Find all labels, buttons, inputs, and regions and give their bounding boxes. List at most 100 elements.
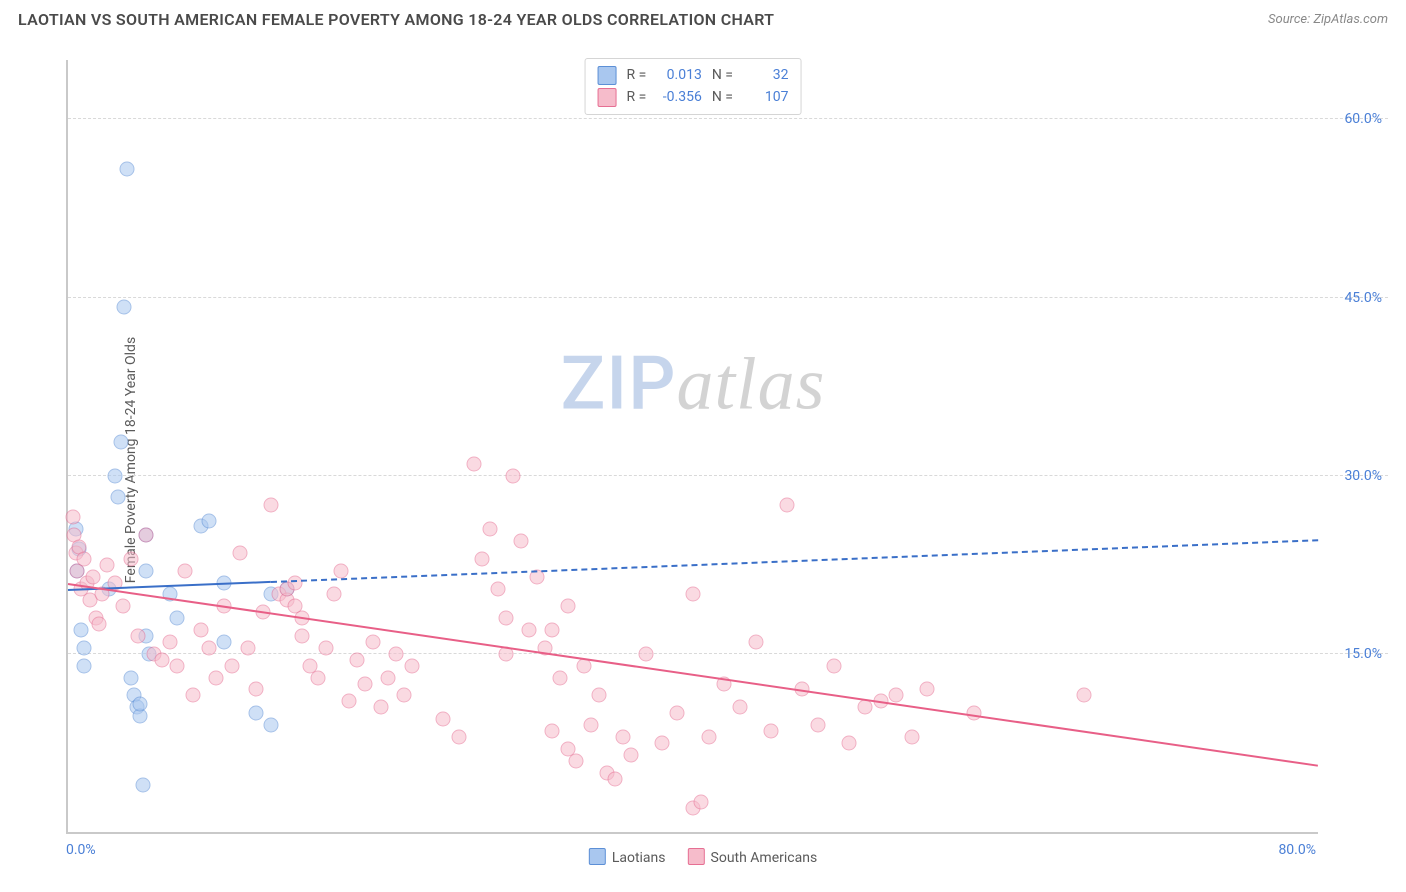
- source-link[interactable]: ZipAtlas.com: [1313, 12, 1388, 27]
- data-point: [561, 599, 576, 614]
- data-point: [318, 640, 333, 655]
- data-point: [592, 688, 607, 703]
- data-point: [117, 300, 132, 315]
- data-point: [545, 724, 560, 739]
- legend-swatch-laotians: [589, 848, 606, 865]
- n-value-laotians: 32: [736, 65, 788, 87]
- data-point: [100, 557, 115, 572]
- data-point: [732, 700, 747, 715]
- data-point: [779, 498, 794, 513]
- y-tick-label: 30.0%: [1344, 468, 1382, 484]
- data-point: [115, 599, 130, 614]
- data-point: [701, 730, 716, 745]
- data-point: [170, 611, 185, 626]
- watermark-zip: ZIP: [561, 341, 677, 428]
- grid-line: [68, 475, 1388, 476]
- data-point: [139, 528, 154, 543]
- r-value-south-americans: -0.356: [650, 87, 702, 109]
- data-point: [178, 563, 193, 578]
- n-value-south-americans: 107: [736, 87, 788, 109]
- data-point: [451, 730, 466, 745]
- bottom-legend: Laotians South Americans: [589, 848, 817, 866]
- data-point: [553, 670, 568, 685]
- data-point: [248, 682, 263, 697]
- data-point: [76, 658, 91, 673]
- data-point: [114, 435, 129, 450]
- data-point: [131, 629, 146, 644]
- data-point: [521, 623, 536, 638]
- data-point: [920, 682, 935, 697]
- data-point: [311, 670, 326, 685]
- data-point: [76, 551, 91, 566]
- stats-row-laotians: R = 0.013 N = 32: [598, 65, 789, 87]
- data-point: [404, 658, 419, 673]
- watermark: ZIPatlas: [561, 341, 826, 428]
- y-tick-label: 45.0%: [1344, 290, 1382, 306]
- data-point: [65, 510, 80, 525]
- data-point: [857, 700, 872, 715]
- data-point: [686, 587, 701, 602]
- data-point: [132, 696, 147, 711]
- data-point: [209, 670, 224, 685]
- stats-swatch-south-americans: [598, 88, 617, 107]
- y-tick-label: 15.0%: [1344, 646, 1382, 662]
- data-point: [217, 634, 232, 649]
- data-point: [225, 658, 240, 673]
- data-point: [201, 513, 216, 528]
- data-point: [107, 468, 122, 483]
- data-point: [811, 718, 826, 733]
- x-tick-label: 0.0%: [66, 842, 96, 858]
- data-point: [467, 456, 482, 471]
- data-point: [92, 617, 107, 632]
- data-point: [1076, 688, 1091, 703]
- data-point: [904, 730, 919, 745]
- data-point: [545, 623, 560, 638]
- trend-line-solid: [68, 583, 1318, 767]
- data-point: [693, 795, 708, 810]
- data-point: [162, 634, 177, 649]
- y-tick-label: 60.0%: [1344, 111, 1382, 127]
- legend-label-laotians: Laotians: [612, 850, 666, 866]
- data-point: [73, 623, 88, 638]
- stats-row-south-americans: R = -0.356 N = 107: [598, 87, 789, 109]
- correlation-stats-box: R = 0.013 N = 32 R = -0.356 N = 107: [585, 58, 802, 115]
- legend-item-south-americans: South Americans: [688, 848, 818, 866]
- data-point: [334, 563, 349, 578]
- data-point: [170, 658, 185, 673]
- data-point: [295, 629, 310, 644]
- data-point: [584, 718, 599, 733]
- data-point: [436, 712, 451, 727]
- data-point: [381, 670, 396, 685]
- legend-swatch-south-americans: [688, 848, 705, 865]
- data-point: [287, 575, 302, 590]
- x-tick-label: 80.0%: [1278, 842, 1316, 858]
- grid-line: [68, 118, 1388, 119]
- data-point: [123, 551, 138, 566]
- data-point: [396, 688, 411, 703]
- data-point: [889, 688, 904, 703]
- data-point: [350, 652, 365, 667]
- data-point: [842, 735, 857, 750]
- data-point: [76, 640, 91, 655]
- data-point: [475, 551, 490, 566]
- data-point: [764, 724, 779, 739]
- data-point: [111, 490, 126, 505]
- data-point: [264, 718, 279, 733]
- data-point: [154, 652, 169, 667]
- data-point: [120, 162, 135, 177]
- source-attribution: Source: ZipAtlas.com: [1268, 12, 1388, 27]
- data-point: [232, 545, 247, 560]
- data-point: [498, 611, 513, 626]
- data-point: [615, 730, 630, 745]
- legend-label-south-americans: South Americans: [711, 850, 818, 866]
- data-point: [123, 670, 138, 685]
- data-point: [186, 688, 201, 703]
- data-point: [607, 771, 622, 786]
- data-point: [654, 735, 669, 750]
- data-point: [826, 658, 841, 673]
- data-point: [623, 747, 638, 762]
- watermark-atlas: atlas: [676, 344, 825, 426]
- source-prefix: Source:: [1268, 12, 1313, 27]
- data-point: [748, 634, 763, 649]
- data-point: [139, 563, 154, 578]
